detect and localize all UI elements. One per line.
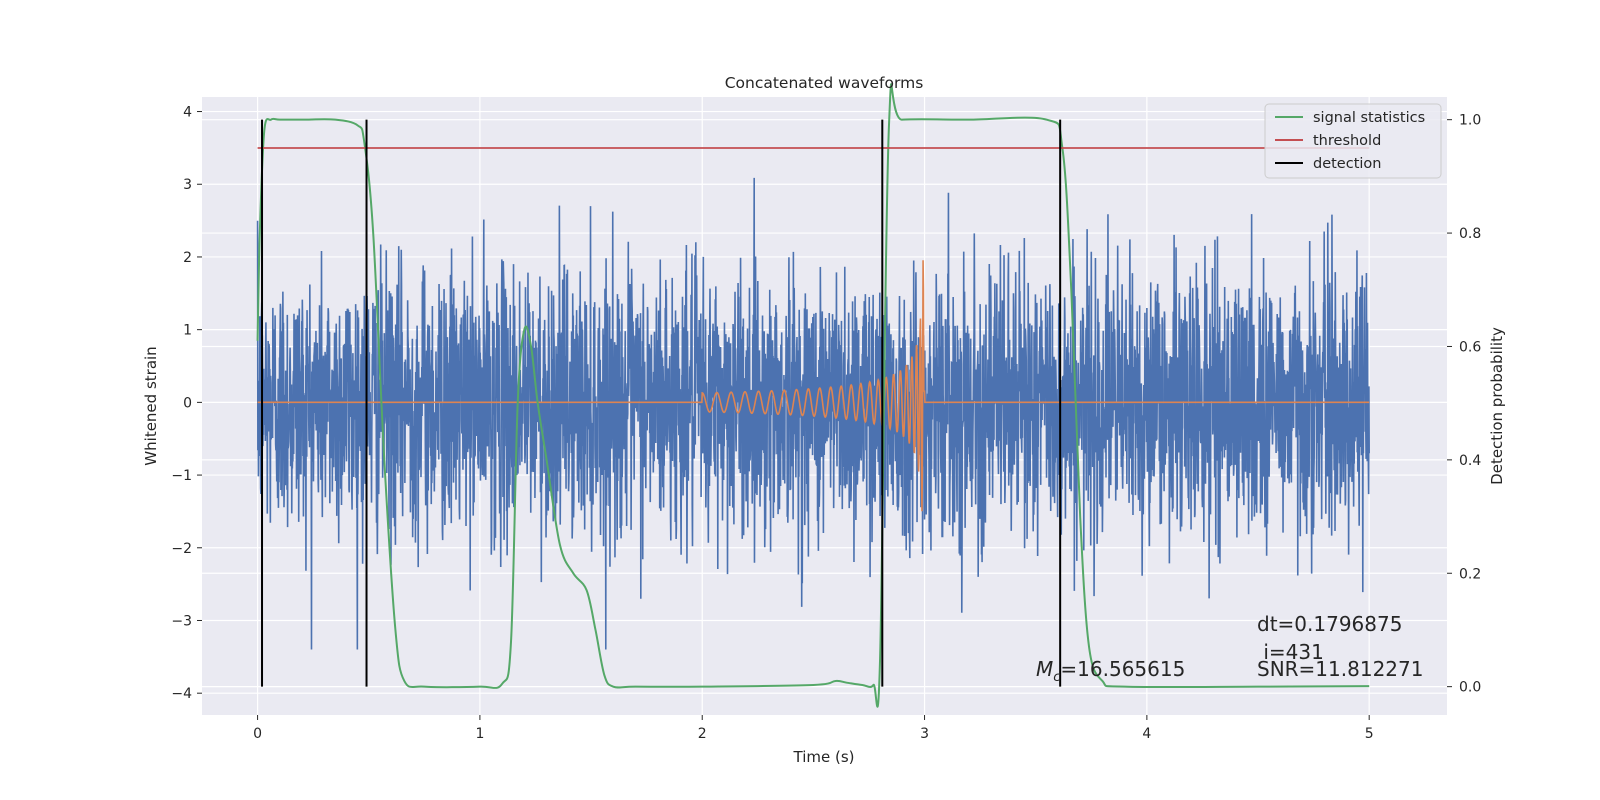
- y-tick-label: 3: [183, 177, 192, 193]
- injected-waveform-series: [257, 260, 1370, 512]
- y-axis-right: 0.0 0.2 0.4 0.6 0.8 1.0: [1447, 113, 1481, 696]
- annotation-dt: dt=0.1796875: [1257, 612, 1402, 636]
- x-tick-label: 0: [253, 726, 262, 742]
- legend-label-threshold: threshold: [1313, 133, 1381, 149]
- x-tick-label: 3: [920, 726, 929, 742]
- y-tick-label: −3: [171, 613, 192, 629]
- x-tick-label: 5: [1365, 726, 1374, 742]
- y-tick-label: 1: [183, 323, 192, 339]
- x-tick-label: 2: [698, 726, 707, 742]
- legend-label-signal-statistics: signal statistics: [1313, 110, 1425, 126]
- annotation-mc-symbol: M: [1036, 657, 1053, 681]
- legend: signal statistics threshold detection: [1264, 103, 1442, 179]
- strain-line: [256, 177, 1370, 650]
- y-tick-label: −4: [171, 686, 192, 702]
- y-tick-label: 0: [183, 395, 192, 411]
- x-axis-label: Time (s): [793, 748, 855, 766]
- y-tick-label: 2: [183, 250, 192, 266]
- y2-tick-label: 0.4: [1459, 453, 1481, 469]
- legend-box: [1264, 103, 1442, 179]
- annotation-mc-value: =16.565615: [1060, 657, 1185, 681]
- legend-label-detection: detection: [1313, 156, 1381, 172]
- y2-axis-label: Detection probability: [1488, 327, 1506, 485]
- y-tick-label: 4: [183, 105, 192, 121]
- x-tick-label: 1: [475, 726, 484, 742]
- y2-tick-label: 1.0: [1459, 113, 1481, 129]
- y-axis-label: Whitened strain: [142, 346, 160, 465]
- annotation-i: i=431: [1257, 640, 1324, 664]
- injected-waveform-line: [257, 260, 1370, 512]
- y2-tick-label: 0.0: [1459, 680, 1481, 696]
- annotation-snr: SNR=11.812271: [1257, 657, 1423, 681]
- y-tick-label: −2: [171, 541, 192, 557]
- y-axis-left: −4 −3 −2 −1 0 1 2 3 4: [171, 105, 202, 702]
- y2-tick-label: 0.8: [1459, 226, 1481, 242]
- detection-series: [261, 119, 1062, 687]
- x-tick-label: 4: [1142, 726, 1151, 742]
- y-tick-label: −1: [171, 468, 192, 484]
- x-axis: 0 1 2 3 4 5: [253, 715, 1374, 742]
- annotation-mc-subscript: c: [1053, 670, 1060, 685]
- annotation-chirp-mass: Mc=16.565615: [1036, 657, 1185, 685]
- strain-series: [256, 177, 1370, 650]
- chart-title: Concatenated waveforms: [725, 74, 924, 92]
- y2-tick-label: 0.2: [1459, 566, 1481, 582]
- y2-tick-label: 0.6: [1459, 339, 1481, 355]
